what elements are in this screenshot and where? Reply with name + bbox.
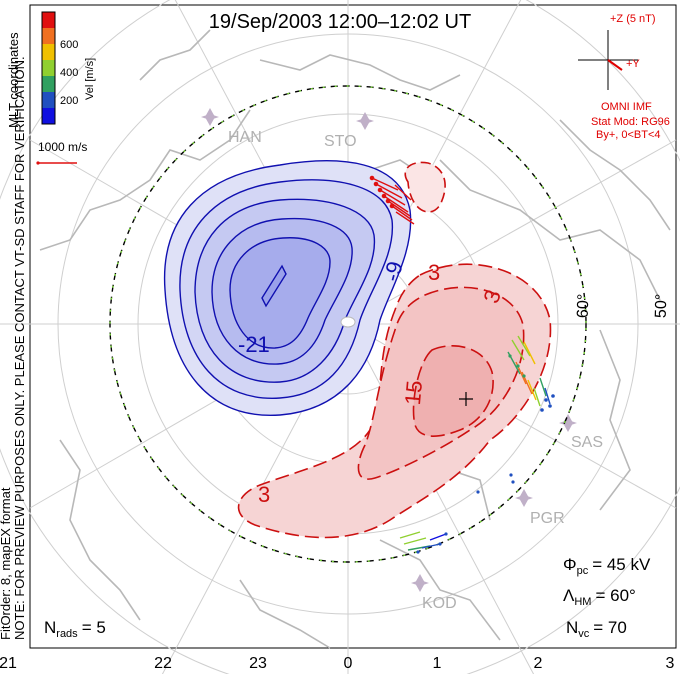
preview-note: NOTE: FOR PREVIEW PURPOSES ONLY. PLEASE … (12, 56, 27, 640)
imf-y-label: +Y (626, 58, 640, 70)
colorbar-tick-400: 400 (60, 67, 78, 79)
velocity-vectors (369, 175, 555, 554)
contour-label-pos-3a: 3 (428, 260, 440, 285)
contour-label-pos-3c: 3 (258, 482, 270, 507)
station-marker-kod (411, 574, 429, 592)
vector-cluster-pgr (476, 473, 515, 494)
mlt-axis: 21 22 23 0 1 2 3 (0, 655, 675, 672)
station-label-sas: SAS (571, 434, 603, 451)
fit-order: FitOrder: 8, mapEX format (0, 487, 13, 640)
station-label-han: HAN (228, 129, 262, 146)
station-marker-pgr (515, 489, 533, 507)
contour-label-pos-15: 15 (400, 379, 427, 406)
hm-boundary-highlight (109, 85, 587, 563)
mlt-tick-0: 0 (344, 655, 353, 672)
vector-cluster-sto (369, 175, 415, 225)
colorbar-tick-200: 200 (60, 95, 78, 107)
imf-vector (607, 59, 623, 71)
mlt-tick-2: 2 (534, 655, 543, 672)
imf-condition: By+, 0<BT<4 (596, 129, 661, 141)
station-marker-sas (559, 414, 577, 432)
negative-potential-cell: -21 -9 (163, 160, 412, 416)
n-rads-stat: Nrads = 5 (44, 618, 106, 640)
station-label-pgr: PGR (530, 510, 565, 527)
contour-label-neg-21: -21 (238, 332, 270, 357)
mlt-tick-3: 3 (666, 655, 675, 672)
station-marker-sto (356, 112, 374, 130)
pole-marker (340, 316, 356, 328)
mlt-tick-1: 1 (433, 655, 442, 672)
latitude-label-50: 50° (653, 294, 671, 319)
colorbar-label: Vel [m/s] (84, 58, 96, 100)
vector-cluster-kod (399, 531, 448, 554)
mlt-coordinates-label: MLT coordinates (6, 32, 21, 128)
n-vc-stat: Nvc = 70 (566, 618, 627, 640)
vector-scale-label: 1000 m/s (38, 140, 87, 154)
imf-model: Stat Mod: RG96 (591, 116, 670, 128)
imf-dial: +Z (5 nT) +Y OMNI IMF Stat Mod: RG96 By+… (578, 13, 670, 141)
latitude-label-60: 60° (575, 294, 593, 319)
colorbar-tick-600: 600 (60, 39, 78, 51)
lambda-hm-stat: ΛHM = 60° (563, 586, 636, 608)
positive-potential-cell: 15 3 3 3 (237, 161, 552, 539)
imf-source: OMNI IMF (601, 101, 652, 113)
potential-max-marker (459, 392, 473, 406)
station-markers (201, 108, 577, 592)
station-label-kod: KOD (422, 595, 457, 612)
velocity-colorbar: 600 400 200 Vel [m/s] (41, 11, 96, 125)
mlt-tick-22: 22 (154, 655, 172, 672)
station-marker-han (201, 108, 219, 126)
phi-pc-stat: Φpc = 45 kV (563, 555, 651, 577)
mlt-tick-21: 21 (0, 655, 17, 672)
mlt-tick-23: 23 (249, 655, 267, 672)
station-label-sto: STO (324, 133, 357, 150)
vector-cluster-sas (507, 335, 555, 412)
map-title: 19/Sep/2003 12:00–12:02 UT (209, 11, 471, 33)
map-stats: Φpc = 45 kV ΛHM = 60° Nvc = 70 Nrads = 5 (44, 555, 651, 640)
imf-z-label: +Z (5 nT) (610, 13, 656, 25)
